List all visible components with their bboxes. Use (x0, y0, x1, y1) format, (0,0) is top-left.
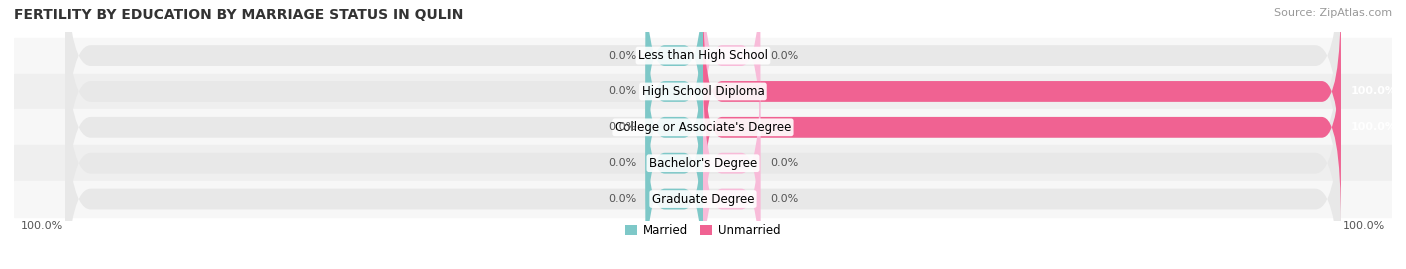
Bar (14, 109, 1392, 145)
Text: Bachelor's Degree: Bachelor's Degree (650, 157, 756, 170)
FancyBboxPatch shape (703, 66, 761, 260)
FancyBboxPatch shape (703, 30, 1341, 225)
FancyBboxPatch shape (645, 66, 703, 260)
Text: 0.0%: 0.0% (607, 51, 636, 61)
Text: 0.0%: 0.0% (770, 158, 799, 168)
FancyBboxPatch shape (645, 30, 703, 225)
Text: FERTILITY BY EDUCATION BY MARRIAGE STATUS IN QULIN: FERTILITY BY EDUCATION BY MARRIAGE STATU… (14, 8, 464, 22)
Bar (14, 38, 1392, 73)
Text: 0.0%: 0.0% (607, 86, 636, 97)
Text: High School Diploma: High School Diploma (641, 85, 765, 98)
Text: 100.0%: 100.0% (1351, 122, 1396, 132)
Text: 100.0%: 100.0% (1343, 221, 1385, 231)
Text: College or Associate's Degree: College or Associate's Degree (614, 121, 792, 134)
Text: 0.0%: 0.0% (770, 194, 799, 204)
FancyBboxPatch shape (65, 0, 1341, 260)
Text: 0.0%: 0.0% (607, 194, 636, 204)
Text: 100.0%: 100.0% (1351, 86, 1396, 97)
FancyBboxPatch shape (65, 30, 1341, 269)
Text: 100.0%: 100.0% (21, 221, 63, 231)
FancyBboxPatch shape (645, 0, 703, 153)
FancyBboxPatch shape (703, 102, 761, 269)
Legend: Married, Unmarried: Married, Unmarried (626, 224, 780, 237)
FancyBboxPatch shape (65, 66, 1341, 269)
Text: Graduate Degree: Graduate Degree (652, 193, 754, 206)
FancyBboxPatch shape (645, 0, 703, 189)
FancyBboxPatch shape (645, 102, 703, 269)
FancyBboxPatch shape (703, 0, 761, 153)
Text: Source: ZipAtlas.com: Source: ZipAtlas.com (1274, 8, 1392, 18)
FancyBboxPatch shape (703, 0, 1341, 189)
Text: 0.0%: 0.0% (770, 51, 799, 61)
FancyBboxPatch shape (65, 0, 1341, 189)
Bar (14, 73, 1392, 109)
Text: Less than High School: Less than High School (638, 49, 768, 62)
FancyBboxPatch shape (65, 0, 1341, 225)
Bar (14, 145, 1392, 181)
Bar (14, 181, 1392, 217)
Text: 0.0%: 0.0% (607, 158, 636, 168)
Text: 0.0%: 0.0% (607, 122, 636, 132)
